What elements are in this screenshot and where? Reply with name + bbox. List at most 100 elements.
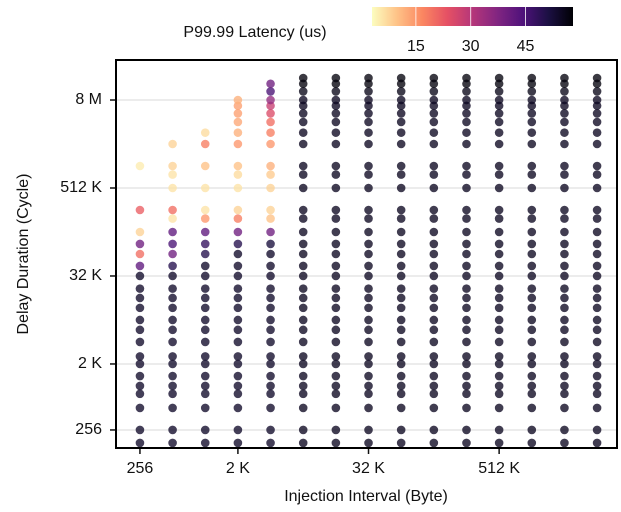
point [200, 359, 210, 369]
point [364, 303, 373, 313]
point [168, 239, 177, 249]
point [429, 95, 439, 105]
point [233, 352, 243, 361]
point [233, 183, 243, 193]
point [331, 109, 341, 118]
point [494, 371, 504, 381]
point [135, 161, 145, 171]
point [233, 161, 243, 171]
point [298, 161, 308, 171]
point [298, 214, 308, 223]
point [364, 239, 373, 249]
point [527, 109, 537, 118]
point [494, 95, 504, 105]
point [135, 381, 145, 391]
point [462, 170, 471, 179]
point [233, 227, 243, 237]
point [462, 337, 471, 347]
point [233, 325, 243, 335]
point [527, 381, 537, 391]
point [396, 109, 406, 118]
point [462, 109, 471, 118]
point [364, 403, 373, 413]
point [527, 128, 537, 137]
point [462, 284, 471, 293]
point [560, 139, 569, 149]
point [364, 249, 373, 259]
point [331, 161, 341, 171]
point [494, 183, 504, 193]
point [200, 325, 210, 335]
point [527, 371, 537, 381]
point [462, 303, 471, 313]
point [168, 161, 177, 171]
point [429, 261, 439, 271]
point [462, 249, 471, 259]
point [462, 389, 471, 399]
point [494, 325, 504, 335]
point [266, 389, 275, 399]
point [462, 438, 471, 448]
point [168, 381, 177, 391]
point [364, 205, 373, 215]
point [233, 261, 243, 271]
point [560, 389, 569, 399]
point [462, 403, 471, 413]
point [266, 315, 275, 325]
point [266, 249, 275, 259]
point [494, 337, 504, 347]
plot-frame [115, 59, 618, 449]
point [266, 79, 275, 89]
point [331, 239, 341, 249]
point [396, 128, 406, 137]
point [168, 271, 177, 281]
point [200, 139, 210, 149]
point [266, 214, 275, 223]
point [396, 239, 406, 249]
point [527, 183, 537, 193]
point [233, 95, 243, 105]
point [298, 73, 308, 83]
point [592, 381, 602, 391]
point [364, 337, 373, 347]
point [592, 293, 602, 303]
point [396, 284, 406, 293]
point [266, 303, 275, 313]
colorbar-tick-label: 30 [462, 38, 480, 55]
point [592, 315, 602, 325]
point [494, 239, 504, 249]
point [168, 284, 177, 293]
point [331, 183, 341, 193]
x-tick-label: 32 K [352, 460, 385, 477]
point [494, 73, 504, 83]
point [168, 303, 177, 313]
point [592, 227, 602, 237]
point [298, 170, 308, 179]
point [364, 170, 373, 179]
point [560, 352, 569, 361]
point [429, 438, 439, 448]
point [494, 161, 504, 171]
point [429, 315, 439, 325]
point [364, 359, 373, 369]
point [331, 293, 341, 303]
point [527, 325, 537, 335]
point [560, 359, 569, 369]
point [560, 170, 569, 179]
point [494, 438, 504, 448]
point [364, 128, 373, 137]
point [592, 303, 602, 313]
point [592, 403, 602, 413]
point [560, 261, 569, 271]
x-axis-label: Injection Interval (Byte) [284, 488, 448, 505]
point [429, 325, 439, 335]
point [233, 249, 243, 259]
point [429, 183, 439, 193]
point [494, 261, 504, 271]
point [429, 425, 439, 435]
point [168, 325, 177, 335]
point [527, 271, 537, 281]
point [494, 170, 504, 179]
point [364, 214, 373, 223]
point [560, 161, 569, 171]
